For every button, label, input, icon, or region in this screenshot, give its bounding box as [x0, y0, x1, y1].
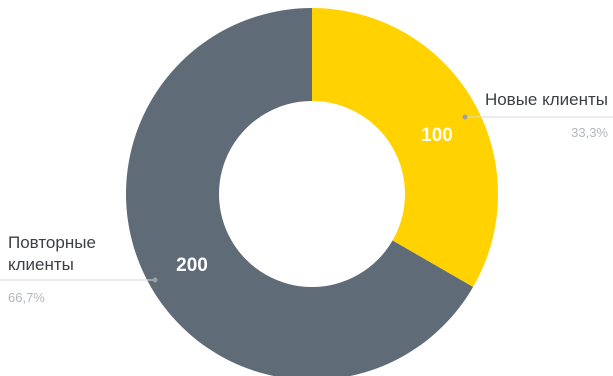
slice-new-clients [312, 8, 498, 287]
slice-repeat-clients [126, 8, 474, 376]
legend-percent-new-clients: 33,3% [571, 125, 608, 140]
legend-label-new-clients: Новые клиенты [485, 90, 608, 109]
leader-dot-new-clients [462, 114, 468, 120]
leader-dot-repeat-clients [152, 277, 158, 283]
legend-label-repeat-clients: Повторные клиенты [8, 233, 101, 274]
legend-label-repeat-clients-line1: Повторные [8, 233, 96, 252]
legend-percent-repeat-clients: 66,7% [8, 290, 45, 305]
legend-label-repeat-clients-line2: клиенты [8, 255, 74, 274]
donut-slices [126, 8, 498, 376]
slice-value-repeat-clients: 200 [176, 255, 208, 276]
slice-value-new-clients: 100 [421, 125, 453, 146]
